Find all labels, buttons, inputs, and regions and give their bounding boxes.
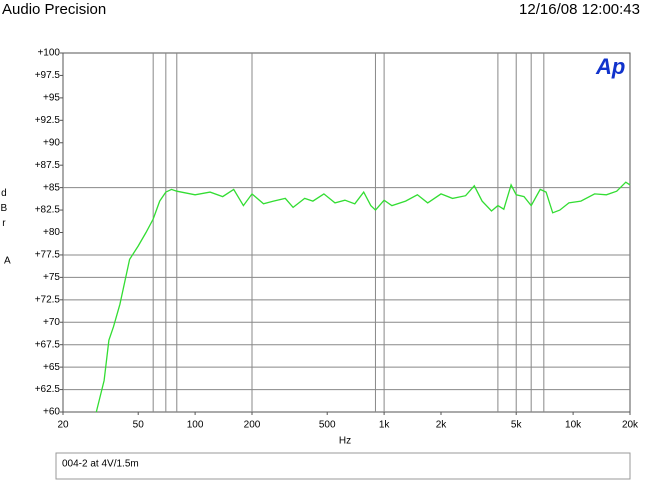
y-tick-label: +100 xyxy=(37,48,60,59)
y-tick-label: +60 xyxy=(43,407,60,418)
footer-text: 004-2 at 4V/1.5m xyxy=(62,459,139,470)
y-tick-label: +90 xyxy=(43,137,60,148)
x-tick-label: 200 xyxy=(244,420,261,431)
timestamp: 12/16/08 12:00:43 xyxy=(519,1,640,18)
y-axis-label: dBr xyxy=(0,188,9,233)
y-tick-label: +67.5 xyxy=(35,339,61,350)
y-tick-label: +82.5 xyxy=(35,205,61,216)
x-tick-label: 20k xyxy=(622,420,639,431)
x-tick-label: 2k xyxy=(436,420,448,431)
x-tick-label: 20 xyxy=(57,420,69,431)
y-tick-label: +87.5 xyxy=(35,160,61,171)
x-tick-label: 100 xyxy=(187,420,204,431)
x-tick-label: 10k xyxy=(565,420,582,431)
x-tick-label: 50 xyxy=(133,420,145,431)
x-tick-label: 1k xyxy=(379,420,391,431)
y-tick-label: +92.5 xyxy=(35,115,61,126)
y-tick-label: +65 xyxy=(43,362,60,373)
y-tick-label: +80 xyxy=(43,227,60,238)
y-tick-label: +72.5 xyxy=(35,294,61,305)
footer-box xyxy=(55,452,631,480)
logo: Ap xyxy=(595,54,625,79)
y-tick-label: +95 xyxy=(43,93,60,104)
data-line xyxy=(95,181,631,413)
y-tick-label: +75 xyxy=(43,272,60,283)
y-tick-label: +97.5 xyxy=(35,70,61,81)
app-name: Audio Precision xyxy=(2,1,106,18)
plot-frame xyxy=(62,52,631,413)
x-tick-label: 500 xyxy=(319,420,336,431)
x-tick-label: 5k xyxy=(511,420,523,431)
y-tick-label: +85 xyxy=(43,182,60,193)
y-tick-label: +70 xyxy=(43,317,60,328)
y-tick-label: +77.5 xyxy=(35,250,61,261)
y-tick-label: +62.5 xyxy=(35,384,61,395)
x-axis-label: Hz xyxy=(339,436,351,447)
y-axis-label-2: A xyxy=(4,256,11,267)
